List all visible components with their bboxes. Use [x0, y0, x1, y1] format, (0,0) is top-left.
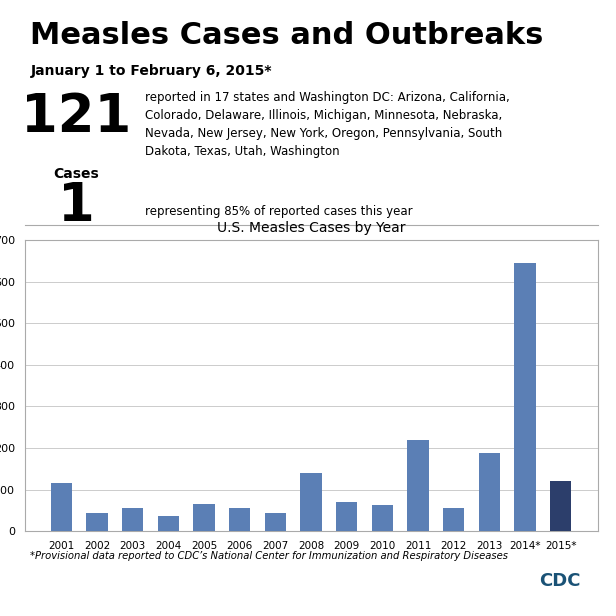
Bar	[265, 513, 286, 531]
Bar	[229, 508, 251, 531]
Bar	[86, 513, 108, 531]
Bar	[550, 481, 572, 531]
Text: *Provisional data reported to CDC’s National Center for Immunization and Respira: *Provisional data reported to CDC’s Nati…	[30, 551, 508, 561]
Text: representing 85% of reported cases this year: representing 85% of reported cases this …	[145, 205, 413, 217]
Text: January 1 to February 6, 2015*: January 1 to February 6, 2015*	[30, 64, 272, 78]
Text: reported in 17 states and Washington DC: Arizona, California,
Colorado, Delaware: reported in 17 states and Washington DC:…	[145, 91, 509, 158]
Bar	[407, 440, 429, 531]
Text: Measles Cases and Outbreaks: Measles Cases and Outbreaks	[30, 20, 544, 49]
Text: CDC: CDC	[539, 572, 580, 590]
Text: Cases: Cases	[54, 168, 99, 182]
Bar	[371, 505, 393, 531]
Text: Outbreak: Outbreak	[39, 242, 113, 256]
Bar	[158, 516, 179, 531]
Bar	[514, 264, 536, 531]
Bar	[443, 508, 464, 531]
Title: U.S. Measles Cases by Year: U.S. Measles Cases by Year	[217, 221, 405, 235]
Bar	[51, 483, 72, 531]
Bar	[193, 504, 215, 531]
Text: 121: 121	[21, 91, 131, 143]
Bar	[479, 453, 500, 531]
Bar	[336, 501, 357, 531]
Bar	[122, 508, 144, 531]
Bar	[301, 473, 322, 531]
Text: 1: 1	[58, 180, 95, 232]
